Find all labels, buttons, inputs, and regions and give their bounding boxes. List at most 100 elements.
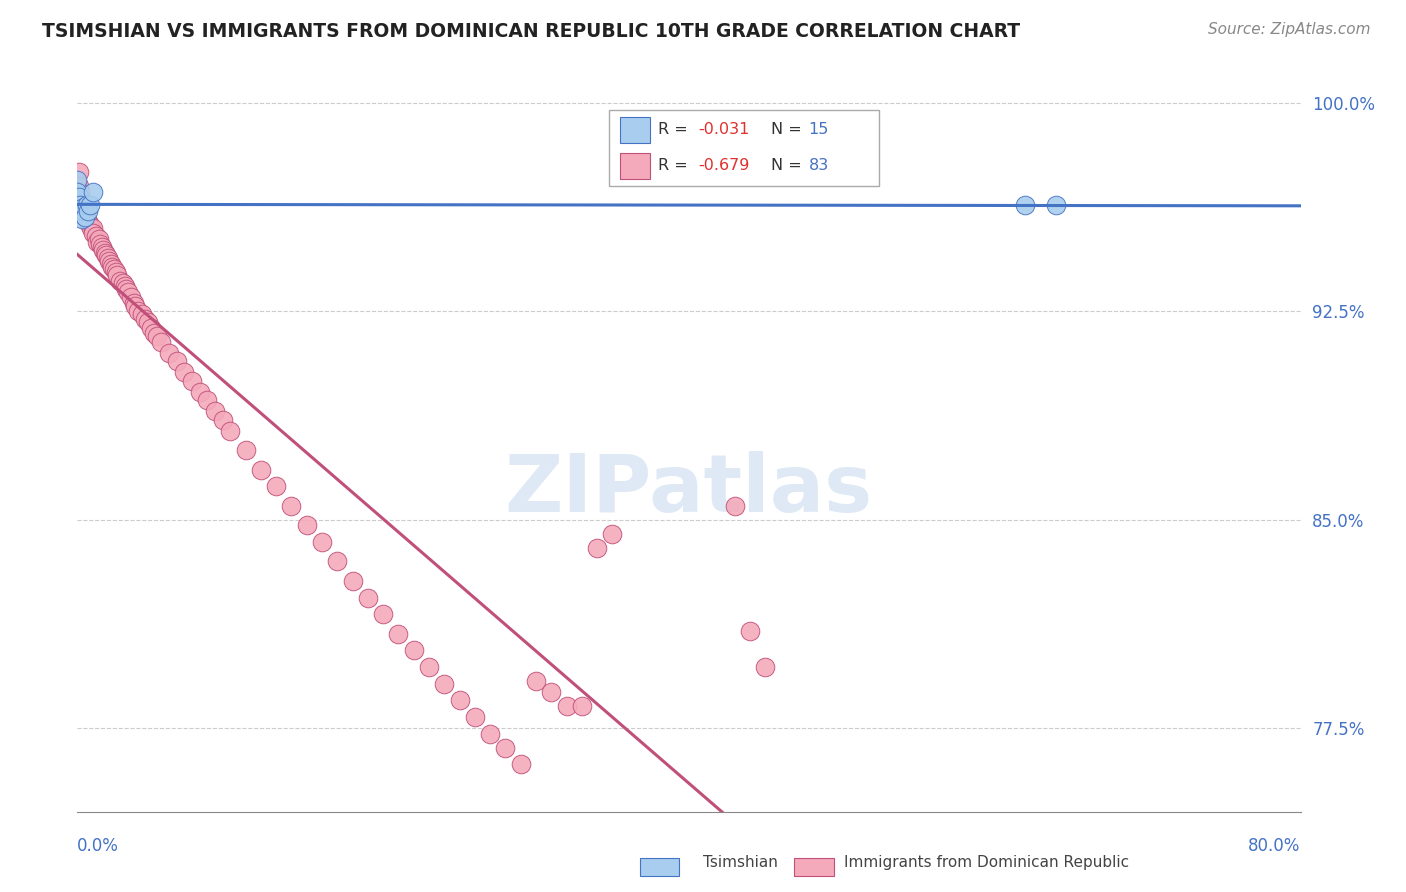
Point	[264, 479, 287, 493]
Point	[754, 660, 776, 674]
Point	[146, 329, 169, 343]
Point	[173, 365, 195, 379]
Point	[131, 307, 153, 321]
Point	[166, 354, 188, 368]
Point	[100, 257, 122, 271]
Point	[67, 178, 90, 193]
Point	[77, 215, 100, 229]
Point	[1045, 198, 1067, 212]
Point	[103, 262, 125, 277]
Point	[295, 518, 318, 533]
Point	[79, 218, 101, 232]
Point	[235, 443, 257, 458]
Point	[70, 201, 93, 215]
Point	[96, 248, 118, 262]
Text: Tsimshian: Tsimshian	[703, 855, 778, 870]
Point	[66, 185, 89, 199]
Point	[509, 757, 531, 772]
Point	[433, 677, 456, 691]
Point	[219, 424, 242, 438]
Point	[1014, 198, 1036, 212]
Point	[72, 198, 94, 212]
Point	[114, 279, 136, 293]
Point	[73, 201, 96, 215]
Point	[82, 226, 104, 240]
Point	[157, 346, 180, 360]
Point	[87, 232, 110, 246]
Point	[86, 235, 108, 249]
Point	[586, 541, 609, 555]
Point	[67, 190, 90, 204]
Text: 0.0%: 0.0%	[77, 838, 120, 855]
Point	[357, 591, 380, 605]
Point	[104, 265, 127, 279]
Text: TSIMSHIAN VS IMMIGRANTS FROM DOMINICAN REPUBLIC 10TH GRADE CORRELATION CHART: TSIMSHIAN VS IMMIGRANTS FROM DOMINICAN R…	[42, 22, 1021, 41]
Point	[555, 699, 578, 714]
Point	[128, 304, 150, 318]
Point	[724, 499, 747, 513]
Point	[540, 685, 562, 699]
Point	[69, 185, 91, 199]
Point	[602, 526, 624, 541]
Point	[89, 237, 111, 252]
Point	[115, 282, 138, 296]
Point	[524, 673, 547, 688]
Point	[70, 195, 93, 210]
Point	[142, 326, 165, 341]
Point	[105, 268, 128, 282]
Point	[571, 699, 593, 714]
Point	[82, 185, 104, 199]
Point	[150, 334, 173, 349]
Point	[464, 710, 486, 724]
Point	[195, 393, 218, 408]
Point	[70, 212, 93, 227]
Point	[98, 254, 121, 268]
Point	[66, 173, 89, 187]
Point	[740, 624, 762, 638]
Point	[79, 198, 101, 212]
Point	[124, 299, 146, 313]
Point	[122, 295, 145, 310]
Point	[91, 243, 114, 257]
Point	[73, 210, 96, 224]
Point	[211, 412, 233, 426]
Point	[479, 727, 502, 741]
Point	[342, 574, 364, 588]
Text: 80.0%: 80.0%	[1249, 838, 1301, 855]
Point	[72, 207, 94, 221]
Point	[326, 554, 349, 568]
Point	[69, 198, 91, 212]
Point	[204, 404, 226, 418]
Point	[250, 463, 273, 477]
Point	[311, 535, 333, 549]
Text: Source: ZipAtlas.com: Source: ZipAtlas.com	[1208, 22, 1371, 37]
Point	[94, 245, 117, 260]
Point	[139, 320, 162, 334]
Point	[69, 193, 91, 207]
Point	[97, 252, 120, 266]
Text: Immigrants from Dominican Republic: Immigrants from Dominican Republic	[844, 855, 1129, 870]
Point	[117, 285, 139, 299]
Point	[84, 229, 107, 244]
Point	[112, 277, 135, 291]
Point	[418, 660, 440, 674]
Point	[402, 643, 425, 657]
Point	[73, 207, 96, 221]
Point	[82, 220, 104, 235]
Point	[69, 207, 91, 221]
Point	[449, 693, 471, 707]
Point	[134, 312, 156, 326]
Point	[76, 198, 98, 212]
Point	[101, 260, 124, 274]
Point	[387, 626, 409, 640]
Point	[188, 384, 211, 399]
Point	[80, 220, 103, 235]
Point	[371, 607, 394, 622]
Point	[72, 204, 94, 219]
Point	[76, 212, 98, 227]
Point	[77, 204, 100, 219]
Point	[90, 240, 112, 254]
Point	[181, 374, 204, 388]
Point	[136, 315, 159, 329]
Point	[495, 740, 517, 755]
